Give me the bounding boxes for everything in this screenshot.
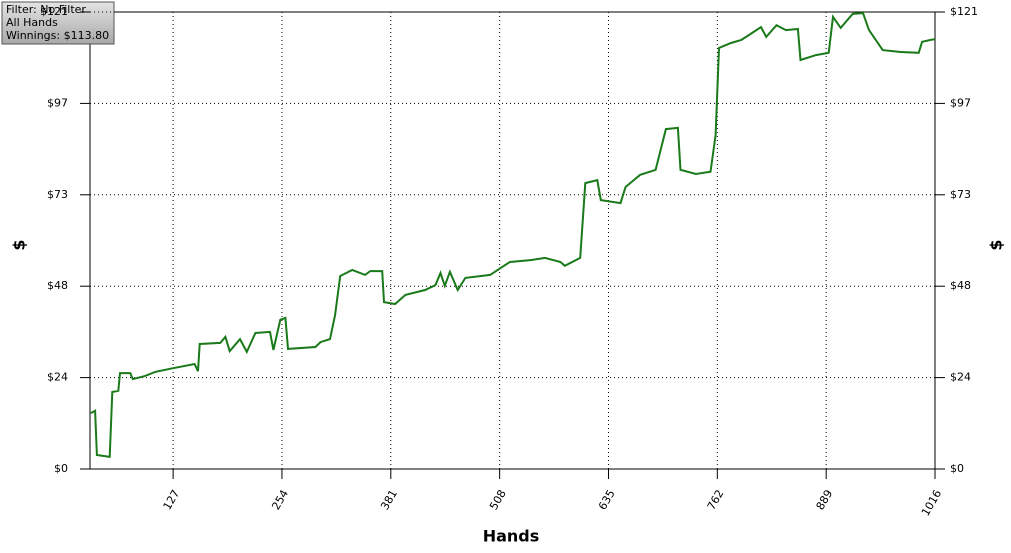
info-line: Filter: No Filter bbox=[6, 3, 86, 16]
y-tick-label: $0 bbox=[54, 462, 68, 475]
info-box-bg bbox=[1, 1, 115, 45]
y2-axis-title: $ bbox=[987, 239, 1006, 250]
x-tick-label: 762 bbox=[705, 488, 727, 513]
y2-tick-label: $48 bbox=[950, 279, 971, 292]
x-tick-label: 635 bbox=[596, 488, 618, 513]
x-tick-label: 254 bbox=[269, 488, 291, 513]
info-line: All Hands bbox=[6, 16, 58, 29]
y2-tick-label: $24 bbox=[950, 371, 971, 384]
y-tick-label: $121 bbox=[40, 5, 68, 18]
x-tick-label: 1016 bbox=[919, 488, 944, 519]
y2-tick-label: $0 bbox=[950, 462, 964, 475]
plot-frame bbox=[89, 11, 936, 470]
x-axis-title: Hands bbox=[483, 527, 540, 546]
x-tick-label: 508 bbox=[487, 488, 509, 513]
y-tick-label: $24 bbox=[47, 371, 68, 384]
y2-tick-label: $97 bbox=[950, 96, 971, 109]
y-tick-label: $48 bbox=[47, 279, 68, 292]
info-line: Winnings: $113.80 bbox=[6, 29, 109, 42]
info-box: Filter: No Filter All Hands Winnings: $1… bbox=[1, 1, 115, 45]
winnings-line bbox=[90, 12, 936, 459]
y-tick-label: $73 bbox=[47, 188, 68, 201]
x-tick-label: 381 bbox=[378, 488, 400, 513]
y2-tick-label: $121 bbox=[950, 5, 978, 18]
y2-tick-label: $73 bbox=[950, 188, 971, 201]
x-tick-label: 127 bbox=[161, 488, 183, 513]
x-tick-label: 889 bbox=[814, 488, 836, 513]
y-axis-title: $ bbox=[10, 239, 29, 250]
y-tick-label: $97 bbox=[47, 96, 68, 109]
